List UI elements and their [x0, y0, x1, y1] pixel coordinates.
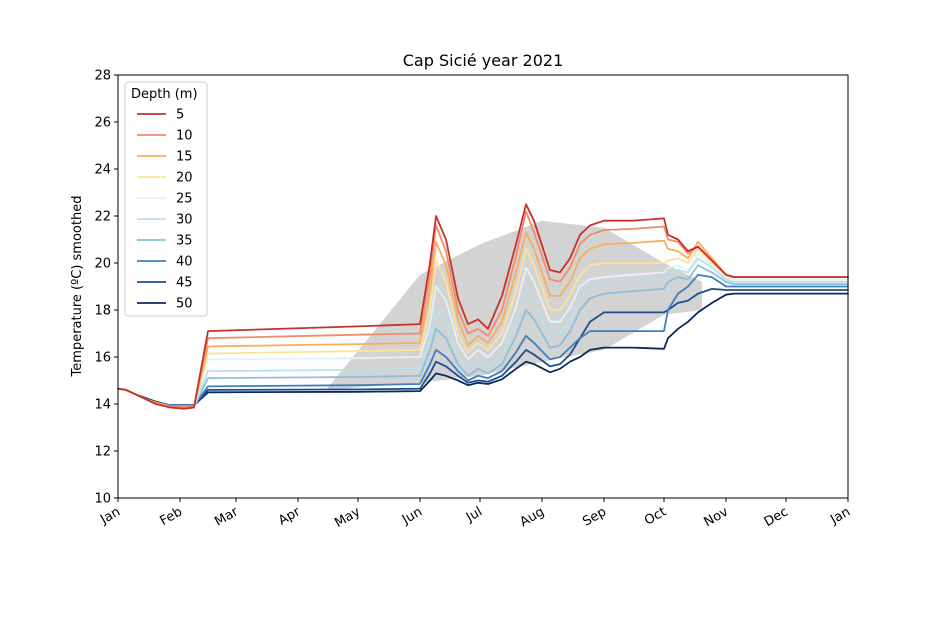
legend-label-25: 25: [176, 192, 193, 207]
legend-title: Depth (m): [131, 87, 198, 102]
series-line-15: [117, 231, 849, 408]
series-line-10: [117, 210, 849, 409]
y-axis-label: Temperature (ºC) smoothed: [70, 196, 85, 378]
legend-box: [124, 81, 208, 317]
y-tick-label: 24: [94, 163, 111, 178]
series-layer: [117, 203, 849, 410]
legend-label-5: 5: [176, 108, 184, 123]
y-tick-label: 18: [94, 304, 111, 319]
legend-label-15: 15: [176, 150, 193, 165]
y-tick-label: 16: [94, 351, 111, 366]
x-axis: Jan Feb Mar Apr May Jun Jul Aug Sep Oct Nov Dec Jan: [97, 498, 853, 531]
x-tick-label: Jul: [463, 504, 485, 525]
y-tick-label: 12: [94, 445, 111, 460]
legend-label-35: 35: [176, 234, 193, 249]
y-tick-label: 22: [94, 210, 111, 225]
series-line-40: [117, 273, 849, 407]
plot-frame: [117, 74, 849, 499]
chart-title: Cap Sicié year 2021: [403, 51, 564, 70]
y-tick-label: 28: [94, 69, 111, 84]
legend-label-50: 50: [176, 297, 193, 312]
y-tick-label: 10: [94, 492, 111, 507]
legend-items: 5 10 15 20 25 30 35 40 45 50: [137, 108, 193, 312]
legend-label-40: 40: [176, 255, 193, 270]
y-tick-label: 14: [94, 398, 111, 413]
y-tick-label: 20: [94, 257, 111, 272]
legend-label-30: 30: [176, 213, 193, 228]
legend-label-45: 45: [176, 276, 193, 291]
series-line-5: [117, 203, 849, 410]
legend-label-10: 10: [176, 129, 193, 144]
legend: Depth (m) 5 10 15 20 25 30 35 40 45 50: [124, 81, 208, 317]
y-axis: 10 12 14 16 18 20 22 24 26 28: [94, 69, 118, 507]
legend-label-20: 20: [176, 171, 193, 186]
y-tick-label: 26: [94, 116, 111, 131]
